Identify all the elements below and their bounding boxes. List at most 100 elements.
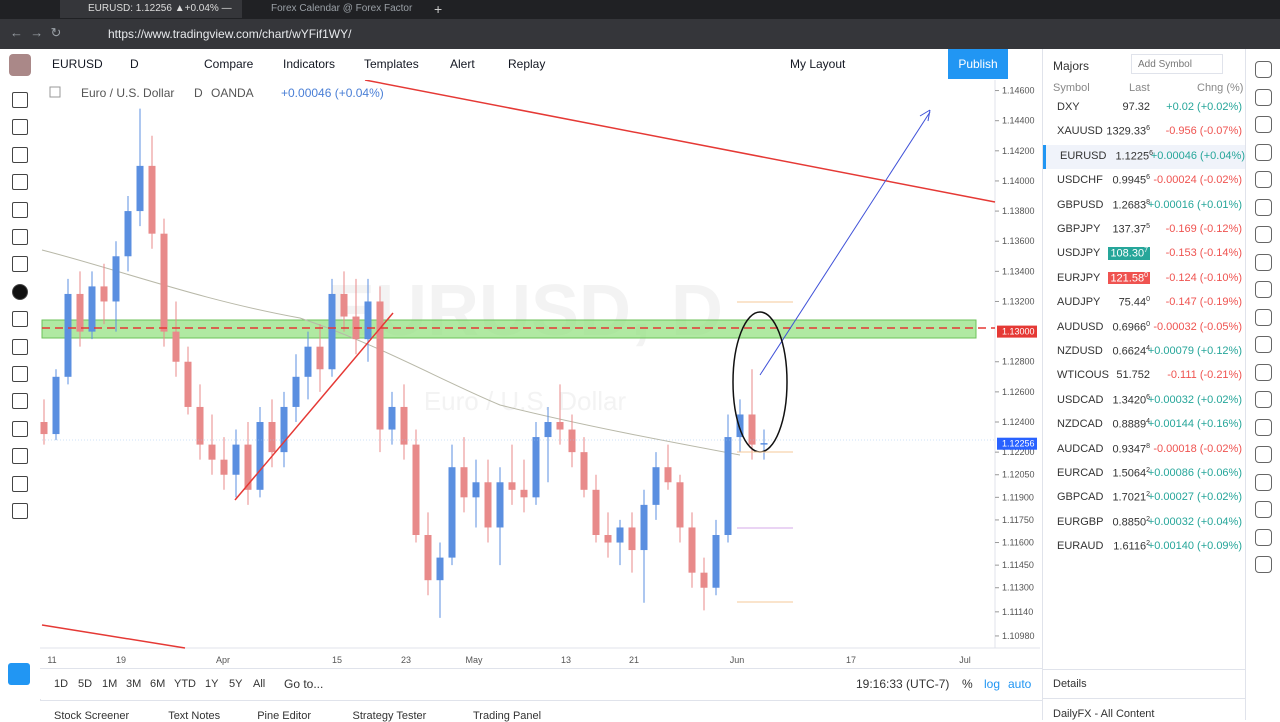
last-main: 137.37 <box>1112 223 1147 236</box>
side-icon[interactable] <box>1255 501 1272 518</box>
side-icon[interactable] <box>1255 226 1272 243</box>
tool-icon[interactable] <box>12 92 28 108</box>
watchlist-row[interactable]: GBPUSD 1.26838 +0.00016 (+0.01%) <box>1043 194 1246 218</box>
bottom-tab[interactable]: Pine Editor <box>257 710 311 722</box>
news-tab[interactable]: DailyFX - All Content <box>1053 708 1155 720</box>
range-button[interactable]: 5D <box>78 678 93 690</box>
range-button[interactable]: All <box>253 678 266 690</box>
side-icon[interactable] <box>1255 556 1272 573</box>
symbol-button[interactable]: EURUSD <box>52 57 103 71</box>
watchlist-row[interactable]: EURJPY 121.580 -0.124 (-0.10%) <box>1043 267 1246 291</box>
watchlist-row[interactable]: AUDCAD 0.93478 -0.00018 (-0.02%) <box>1043 438 1246 462</box>
side-icon[interactable] <box>1255 61 1272 78</box>
new-tab[interactable]: + <box>434 1 443 17</box>
side-icon[interactable] <box>1255 308 1272 326</box>
candle-body <box>628 527 636 551</box>
row-change: +0.00086 (+0.06%) <box>1147 467 1242 479</box>
range-button[interactable]: 1Y <box>205 678 219 690</box>
tool-icon[interactable] <box>12 229 28 245</box>
range-button[interactable]: 6M <box>150 678 166 690</box>
tool-icon[interactable] <box>12 256 28 273</box>
log-toggle[interactable]: log <box>984 677 1001 691</box>
add-symbol[interactable]: Add Symbol <box>1131 54 1223 74</box>
watchlist-row[interactable]: EURUSD 1.12256 +0.00046 (+0.04%) <box>1043 144 1249 169</box>
side-icon[interactable] <box>1255 198 1272 216</box>
range-button[interactable]: 1M <box>102 678 118 690</box>
replay-button[interactable]: Replay <box>508 57 546 71</box>
interval-button[interactable]: D <box>130 57 139 71</box>
candle-body <box>256 422 264 490</box>
alert-button[interactable]: Alert <box>450 57 475 71</box>
tool-icon[interactable] <box>12 420 28 437</box>
tool-icon[interactable] <box>12 311 28 328</box>
publish-button[interactable]: Publish <box>948 49 1008 79</box>
favorite-tool[interactable] <box>8 663 30 685</box>
templates-button[interactable]: Templates <box>364 57 419 71</box>
side-icon[interactable] <box>1255 88 1272 106</box>
tool-icon[interactable] <box>12 174 28 191</box>
tool-icon[interactable] <box>12 201 28 218</box>
watchlist-row[interactable]: AUDJPY 75.440 -0.147 (-0.19%) <box>1043 291 1246 315</box>
compare-button[interactable]: Compare <box>204 57 254 71</box>
tool-icon[interactable] <box>12 338 28 355</box>
side-icon[interactable] <box>1255 528 1272 546</box>
tool-icon[interactable] <box>12 503 28 519</box>
tool-icon[interactable] <box>12 119 28 136</box>
side-icon[interactable] <box>1255 116 1272 133</box>
side-icon[interactable] <box>1255 253 1272 271</box>
side-icon[interactable] <box>1255 363 1272 381</box>
side-icon[interactable] <box>1255 473 1272 491</box>
row-last: 75.440 <box>1119 296 1150 309</box>
bottom-tab[interactable]: Stock Screener <box>54 710 130 722</box>
bottom-tab[interactable]: Trading Panel <box>473 710 542 722</box>
range-button[interactable]: 1D <box>54 678 69 690</box>
legend-collapse[interactable] <box>49 86 61 98</box>
watchlist-row[interactable]: GBPCAD 1.70212 +0.00027 (+0.02%) <box>1043 486 1246 510</box>
range-button[interactable]: YTD <box>174 678 196 690</box>
tool-icon[interactable] <box>12 475 28 492</box>
side-icon[interactable] <box>1255 391 1272 408</box>
tool-icon[interactable] <box>12 146 28 163</box>
browser-tab[interactable]: EURUSD: 1.12256 ▲+0.04% — <box>60 0 242 18</box>
watchlist-row[interactable]: WTICOUS 51.752 -0.111 (-0.21%) <box>1043 364 1246 388</box>
range-button[interactable]: 5Y <box>229 678 243 690</box>
tool-icon[interactable] <box>12 448 28 465</box>
watchlist-row[interactable]: USDCAD 1.34206 +0.00032 (+0.02%) <box>1043 389 1246 413</box>
range-button[interactable]: 3M <box>126 678 142 690</box>
watchlist-row[interactable]: EURAUD 1.61162 +0.00140 (+0.09%) <box>1043 535 1246 559</box>
browser-tab[interactable]: Forex Calendar @ Forex Factor <box>243 0 433 18</box>
side-icon[interactable] <box>1255 171 1272 188</box>
watchlist-title[interactable]: Majors <box>1053 59 1090 73</box>
bottom-tab[interactable]: Text Notes <box>168 710 221 722</box>
percent-toggle[interactable]: % <box>962 677 973 691</box>
details-tab[interactable]: Details <box>1053 678 1087 690</box>
url[interactable]: https://www.tradingview.com/chart/wYFif1… <box>108 27 352 41</box>
side-icon[interactable] <box>1255 281 1272 298</box>
watchlist-row[interactable]: GBPJPY 137.375 -0.169 (-0.12%) <box>1043 218 1246 242</box>
layout-button[interactable]: My Layout <box>790 57 846 71</box>
side-icon[interactable] <box>1255 336 1272 353</box>
watchlist-row[interactable]: DXY 97.32 +0.02 (+0.02%) <box>1043 96 1246 120</box>
watchlist-row[interactable]: XAUUSD 1329.336 -0.956 (-0.07%) <box>1043 120 1246 144</box>
nav-buttons[interactable]: ← → ↻ <box>10 25 62 40</box>
watchlist-row[interactable]: NZDCAD 0.88894 +0.00144 (+0.16%) <box>1043 413 1246 437</box>
side-icon[interactable] <box>1255 446 1272 463</box>
tool-icon[interactable] <box>12 283 28 300</box>
watchlist-row[interactable]: NZDUSD 0.66244 +0.00079 (+0.12%) <box>1043 340 1246 364</box>
indicators-button[interactable]: Indicators <box>283 57 336 71</box>
side-icon[interactable] <box>1255 143 1272 161</box>
avatar[interactable] <box>9 54 31 76</box>
tool-icon[interactable] <box>12 366 28 382</box>
bottom-tab[interactable]: Strategy Tester <box>352 710 427 722</box>
watchlist-row[interactable]: EURGBP 0.88502 +0.00032 (+0.04%) <box>1043 511 1246 535</box>
side-icon[interactable] <box>1255 418 1272 436</box>
auto-toggle[interactable]: auto <box>1008 677 1032 691</box>
watchlist-row[interactable]: USDJPY 108.307 -0.153 (-0.14%) <box>1043 242 1246 266</box>
candle-body <box>52 376 60 435</box>
goto-button[interactable]: Go to... <box>284 677 324 691</box>
watchlist-row[interactable]: USDCHF 0.99456 -0.00024 (-0.02%) <box>1043 169 1246 193</box>
candle-body <box>184 361 192 407</box>
watchlist-row[interactable]: EURCAD 1.50642 +0.00086 (+0.06%) <box>1043 462 1246 486</box>
watchlist-row[interactable]: AUDUSD 0.69660 -0.00032 (-0.05%) <box>1043 316 1246 340</box>
tool-icon[interactable] <box>12 393 28 410</box>
